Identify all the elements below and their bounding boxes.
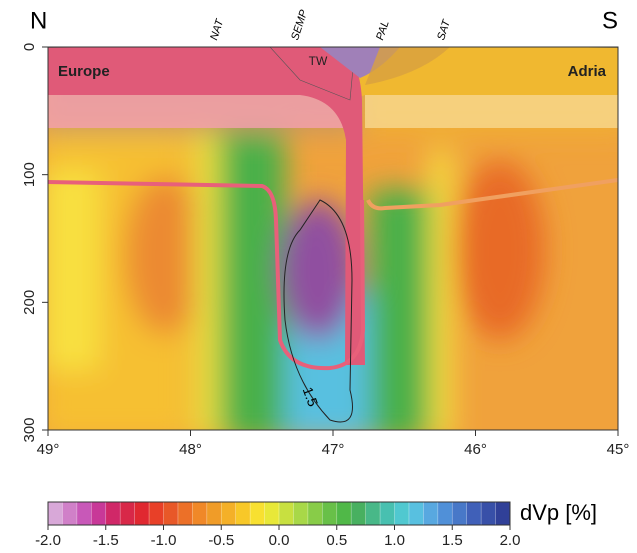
colorbar-swatch xyxy=(221,502,236,525)
colorbar-swatch xyxy=(192,502,207,525)
colorbar-swatch xyxy=(120,502,135,525)
tomography-field xyxy=(40,46,630,441)
x-tick-label: 49° xyxy=(37,441,60,458)
colorbar-tick-label: -2.0 xyxy=(35,532,61,548)
region-label: TW xyxy=(309,54,328,68)
colorbar-swatch xyxy=(164,502,179,525)
colorbar-swatch xyxy=(322,502,337,525)
colorbar-swatch xyxy=(380,502,395,525)
colorbar-swatch xyxy=(48,502,63,525)
colorbar-tick-label: -1.0 xyxy=(151,532,177,548)
colorbar-swatch xyxy=(91,502,106,525)
colorbar-swatch xyxy=(77,502,92,525)
colorbar-swatch xyxy=(467,502,482,525)
chart: N S Europe Adria TW NAT SEMP PAL SAT 1.5… xyxy=(0,0,637,548)
colorbar-swatch xyxy=(250,502,265,525)
y-tick-label: 100 xyxy=(21,162,38,187)
colorbar-tick-label: 0.5 xyxy=(326,532,347,548)
region-label: Europe xyxy=(58,63,110,80)
y-tick-label: 300 xyxy=(21,417,38,442)
surface-label: SAT xyxy=(435,17,453,41)
colorbar-tick-label: 1.0 xyxy=(384,532,405,548)
colorbar-tick-label: 1.5 xyxy=(442,532,463,548)
colorbar-swatch xyxy=(452,502,467,525)
colorbar-swatch xyxy=(423,502,438,525)
colorbar-swatch xyxy=(106,502,121,525)
region-label: Adria xyxy=(568,63,607,80)
y-tick-label: 0 xyxy=(21,43,38,51)
colorbar-swatch xyxy=(337,502,352,525)
colorbar-swatch xyxy=(293,502,308,525)
colorbar-swatch xyxy=(62,502,77,525)
x-tick-label: 46° xyxy=(464,441,487,458)
corner-label: N xyxy=(30,7,47,34)
colorbar-swatch xyxy=(308,502,323,525)
colorbar-swatch xyxy=(236,502,251,525)
surface-label: NAT xyxy=(208,17,226,42)
x-tick-label: 48° xyxy=(179,441,202,458)
colorbar-swatch xyxy=(438,502,453,525)
colorbar-tick-label: -1.5 xyxy=(93,532,119,548)
colorbar-tick-label: 2.0 xyxy=(500,532,521,548)
y-tick-label: 200 xyxy=(21,290,38,315)
colorbar-swatch xyxy=(366,502,381,525)
colorbar-swatch xyxy=(496,502,511,525)
colorbar-swatch xyxy=(149,502,164,525)
colorbar-swatch xyxy=(265,502,280,525)
surface-label: PAL xyxy=(374,19,392,42)
x-tick-label: 45° xyxy=(607,441,630,458)
colorbar-swatch xyxy=(135,502,150,525)
colorbar-swatch xyxy=(395,502,410,525)
colorbar-swatch xyxy=(207,502,222,525)
colorbar-swatch xyxy=(481,502,496,525)
x-tick-label: 47° xyxy=(322,441,345,458)
colorbar-tick-label: 0.0 xyxy=(269,532,290,548)
colorbar-swatch xyxy=(409,502,424,525)
colorbar-swatch xyxy=(178,502,193,525)
colorbar-swatch xyxy=(351,502,366,525)
colorbar-label: dVp [%] xyxy=(520,500,597,525)
surface-label: SEMP xyxy=(289,8,310,42)
colorbar-tick-label: -0.5 xyxy=(208,532,234,548)
corner-label: S xyxy=(602,7,618,34)
page: {"chart_data": {"type": "heatmap", "corn… xyxy=(0,0,637,548)
colorbar-swatch xyxy=(279,502,294,525)
